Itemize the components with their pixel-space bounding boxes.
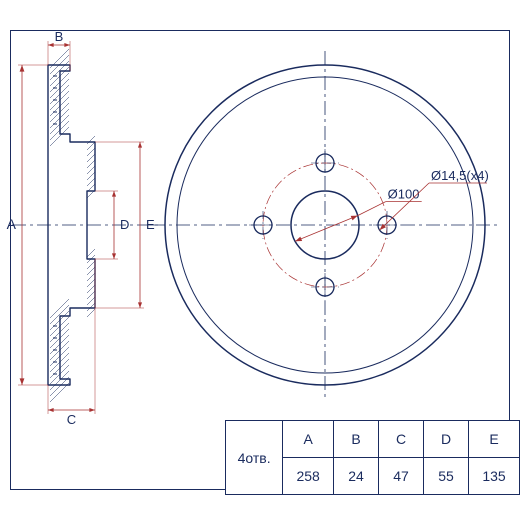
col-header: E (469, 421, 520, 458)
col-header: C (379, 421, 424, 458)
table-note: 4отв. (226, 421, 283, 495)
col-value: 135 (469, 458, 520, 495)
page: Ø100Ø14,5(x4)ABCDE 4отв.ABCDE25824475513… (0, 0, 520, 520)
col-value: 258 (283, 458, 334, 495)
col-header: A (283, 421, 334, 458)
col-value: 24 (334, 458, 379, 495)
col-value: 47 (379, 458, 424, 495)
col-header: B (334, 421, 379, 458)
col-value: 55 (424, 458, 469, 495)
col-header: D (424, 421, 469, 458)
dimension-table: 4отв.ABCDE 258244755135 (225, 420, 520, 495)
